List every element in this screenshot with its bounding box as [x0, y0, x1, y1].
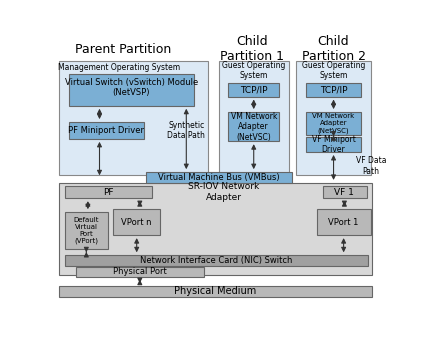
Bar [306, 137, 361, 152]
Bar [228, 83, 279, 97]
Bar [219, 61, 289, 175]
Text: Management Operating System: Management Operating System [58, 63, 180, 72]
Bar [59, 183, 371, 275]
Text: Physical Port: Physical Port [113, 267, 167, 276]
Text: Synthetic
Data Path: Synthetic Data Path [167, 121, 205, 140]
Text: TCP/IP: TCP/IP [240, 85, 268, 94]
Text: PF: PF [103, 188, 114, 197]
Text: Child
Partition 1: Child Partition 1 [220, 35, 284, 63]
Text: Virtual Switch (vSwitch) Module
(NetVSP): Virtual Switch (vSwitch) Module (NetVSP) [64, 78, 198, 97]
Text: VPort n: VPort n [121, 217, 152, 227]
Text: VF Data
Path: VF Data Path [355, 156, 386, 176]
Text: Guest Operating
System: Guest Operating System [302, 61, 365, 80]
Text: Default
Virtual
Port
(VPort): Default Virtual Port (VPort) [74, 217, 99, 244]
Text: Child
Partition 2: Child Partition 2 [301, 35, 365, 63]
Bar [146, 172, 292, 183]
Bar [59, 61, 208, 175]
Text: Physical Medium: Physical Medium [174, 286, 256, 296]
Bar [306, 112, 361, 135]
Text: Guest Operating
System: Guest Operating System [222, 61, 285, 80]
Bar [114, 209, 160, 235]
Bar [76, 267, 204, 277]
Bar [306, 83, 361, 97]
Bar [65, 186, 152, 198]
Text: PF Miniport Driver: PF Miniport Driver [68, 126, 144, 135]
Bar [69, 73, 194, 106]
Bar [228, 112, 279, 141]
Bar [296, 61, 371, 175]
Bar [69, 122, 144, 139]
Bar [65, 255, 368, 266]
Text: VM Network
Adapter
(NetVSC): VM Network Adapter (NetVSC) [231, 112, 277, 142]
Text: VM Network
Adapter
(NetVSC): VM Network Adapter (NetVSC) [312, 113, 354, 134]
Bar [323, 186, 367, 198]
Bar [59, 286, 371, 297]
Text: SR-IOV Network
Adapter: SR-IOV Network Adapter [188, 182, 259, 202]
Text: VF Miniport
Driver: VF Miniport Driver [312, 135, 355, 154]
Text: VF 1: VF 1 [335, 188, 354, 197]
Text: TCP/IP: TCP/IP [320, 85, 347, 94]
Bar [65, 212, 108, 249]
Text: Virtual Machine Bus (VMBus): Virtual Machine Bus (VMBus) [158, 173, 280, 182]
Bar [316, 209, 371, 235]
Text: Network Interface Card (NIC) Switch: Network Interface Card (NIC) Switch [140, 256, 293, 265]
Text: Parent Partition: Parent Partition [75, 43, 171, 56]
Text: VPort 1: VPort 1 [329, 217, 359, 227]
